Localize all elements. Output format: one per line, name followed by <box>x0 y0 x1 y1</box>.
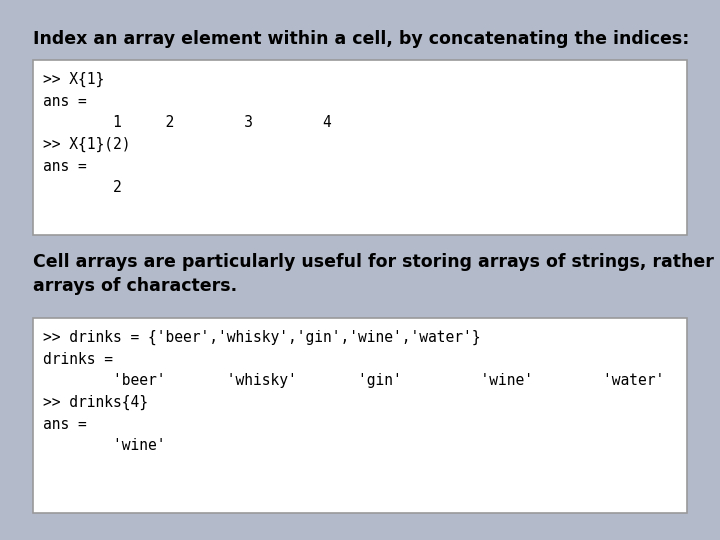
Text: >> X{1}
ans =
        1     2        3        4
>> X{1}(2)
ans =
        2: >> X{1} ans = 1 2 3 4 >> X{1}(2) ans = 2 <box>43 72 332 195</box>
Text: >> drinks = {'beer','whisky','gin','wine','water'}
drinks =
        'beer'      : >> drinks = {'beer','whisky','gin','wine… <box>43 330 665 454</box>
Bar <box>33 60 687 235</box>
Text: Cell arrays are particularly useful for storing arrays of strings, rather than
a: Cell arrays are particularly useful for … <box>33 253 720 295</box>
Text: Index an array element within a cell, by concatenating the indices:: Index an array element within a cell, by… <box>33 30 689 48</box>
Bar <box>33 318 687 513</box>
